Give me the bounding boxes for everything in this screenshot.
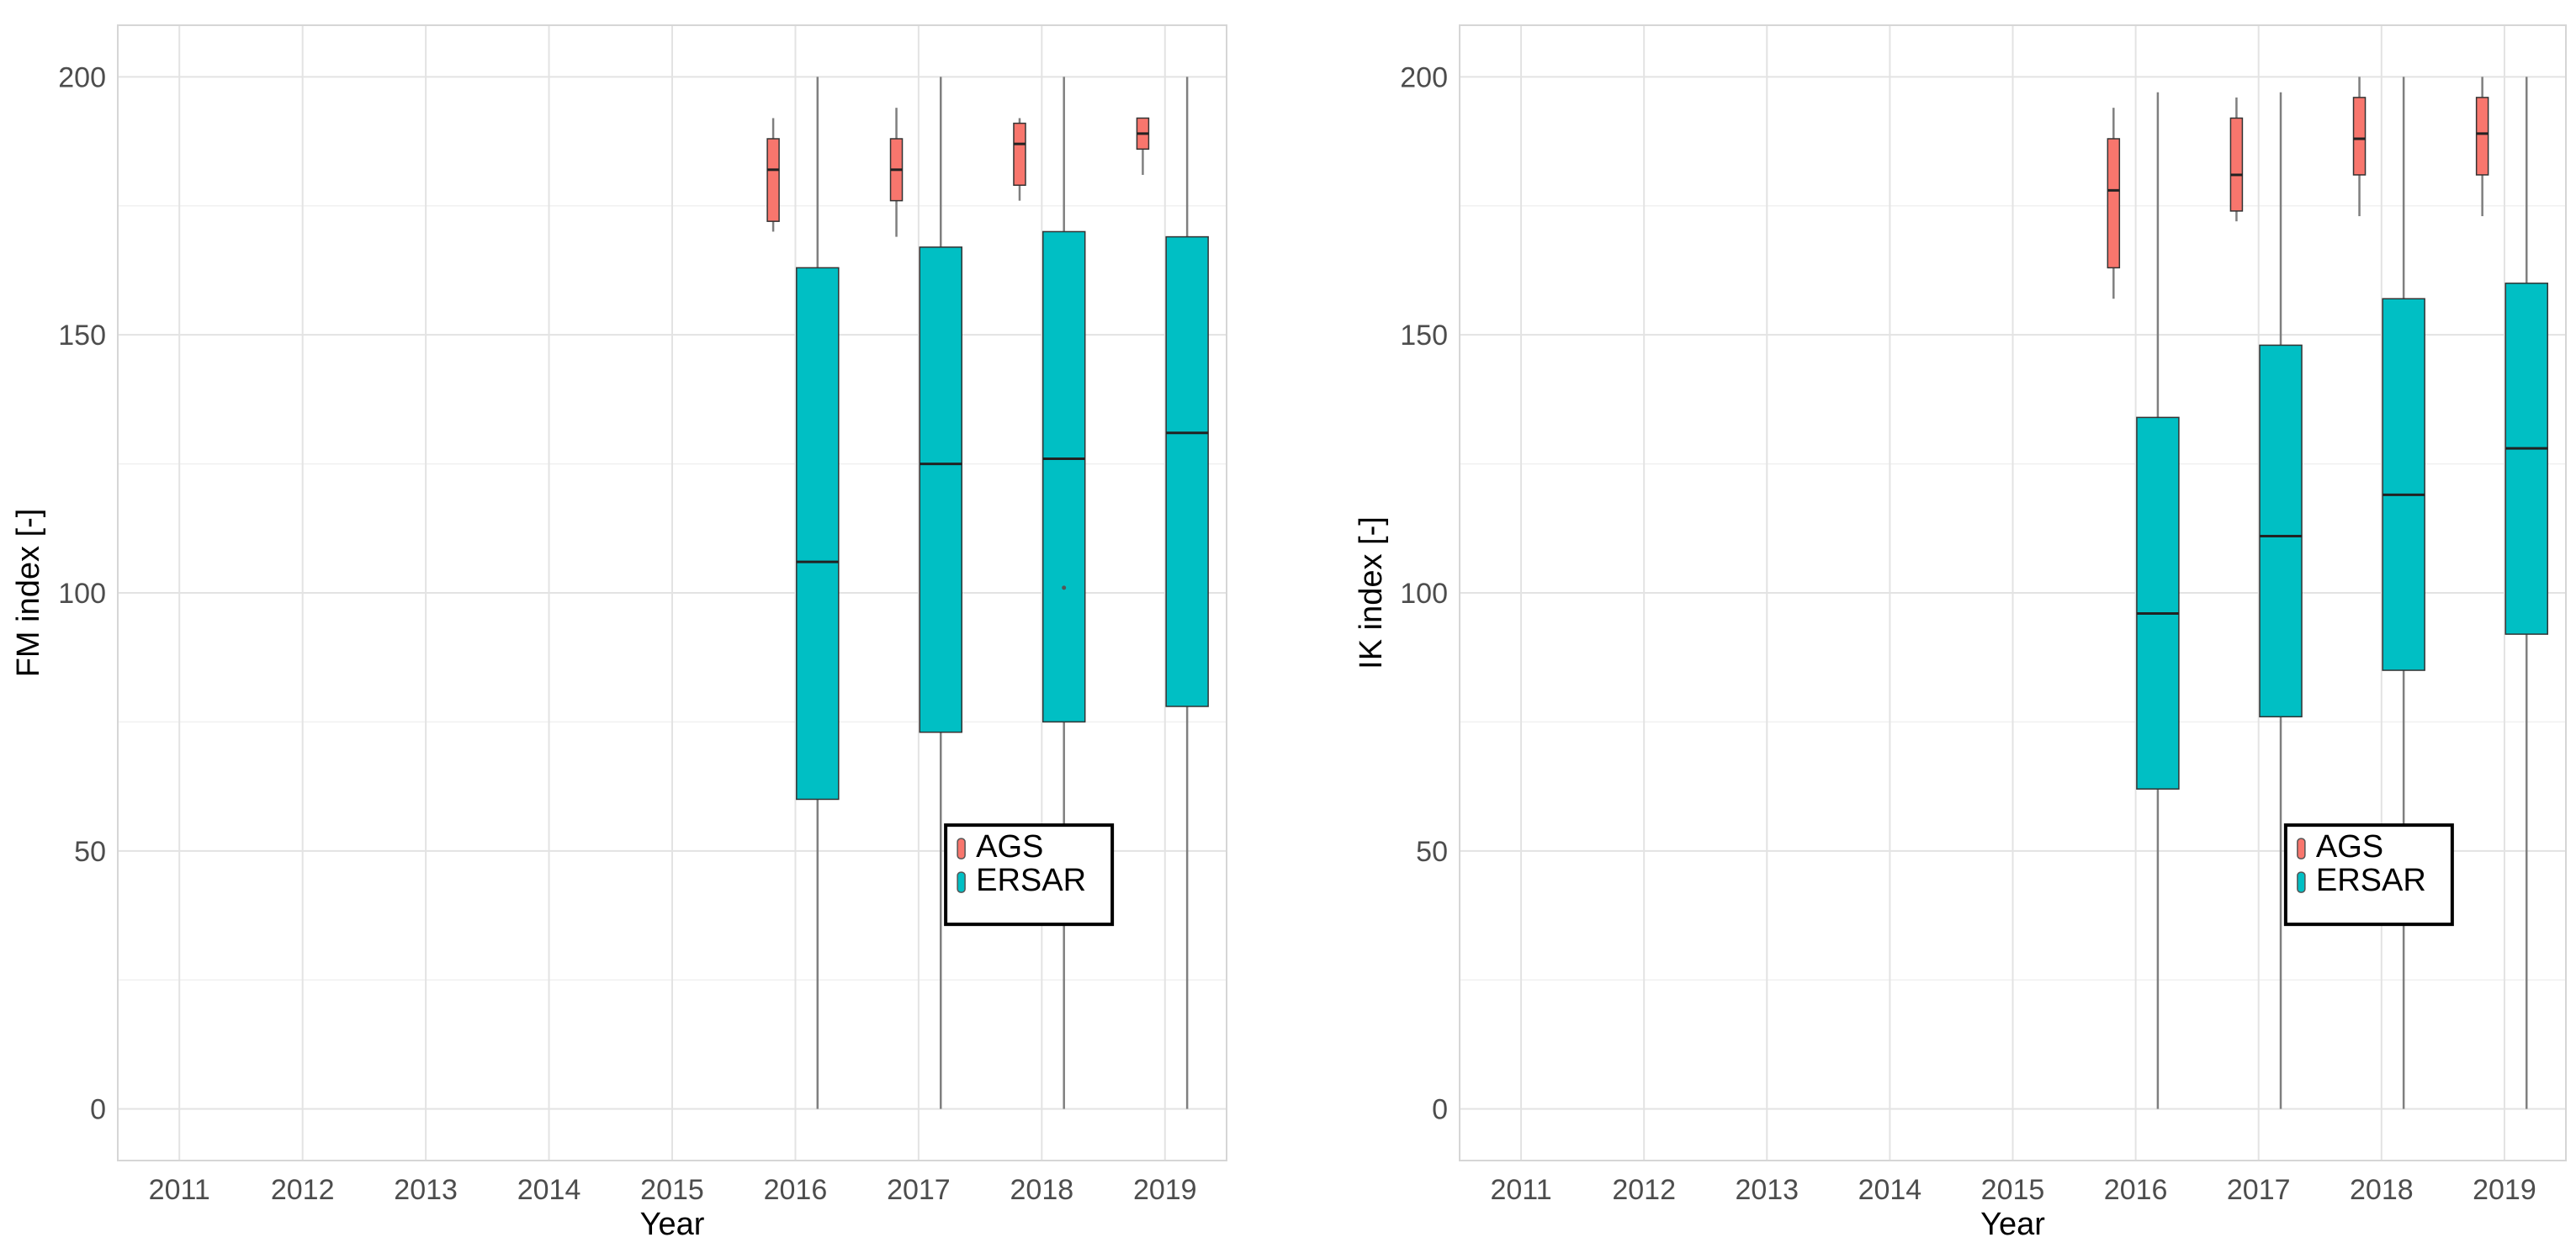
- legend-frame: [944, 823, 1115, 927]
- legend-frame: [2283, 823, 2454, 927]
- y-tick-label: 150: [1400, 320, 1448, 352]
- box: [2107, 138, 2121, 269]
- legend-key: [2297, 838, 2306, 859]
- x-tick-label: 2017: [887, 1174, 951, 1206]
- y-tick-label: 50: [1416, 836, 1448, 868]
- series-ersar: [796, 77, 1209, 1109]
- y-tick-label: 50: [74, 836, 106, 868]
- legend-key: [957, 871, 966, 893]
- y-tick-label: 100: [1400, 578, 1448, 610]
- outlier-point: [1062, 585, 1067, 590]
- panel-border: [1459, 24, 2567, 1161]
- box: [796, 267, 840, 801]
- box: [919, 246, 962, 733]
- fm-index-chart: 0 50 100 150 200 2011 2012 2013 2014 2015 2016 2017…: [11, 24, 1227, 1242]
- x-tick-label: 2019: [1133, 1174, 1197, 1206]
- legend-label: AGS: [976, 829, 1043, 865]
- x-tick-label: 2016: [2104, 1174, 2168, 1206]
- x-tick-label: 2016: [764, 1174, 828, 1206]
- x-tick-label: 2014: [1858, 1174, 1922, 1206]
- legend-label: ERSAR: [976, 863, 1086, 898]
- x-tick-label: 2017: [2227, 1174, 2291, 1206]
- x-tick-label: 2012: [1612, 1174, 1676, 1206]
- y-tick-label: 0: [90, 1094, 106, 1126]
- box: [766, 138, 780, 222]
- series-ags: [766, 108, 1150, 237]
- legend-key: [2297, 871, 2306, 893]
- grid: [118, 25, 1227, 1161]
- legend-label: ERSAR: [2316, 863, 2426, 898]
- box: [2259, 344, 2303, 718]
- x-tick-label: 2011: [149, 1174, 210, 1206]
- x-tick-label: 2013: [394, 1174, 458, 1206]
- y-tick-label: 0: [1432, 1094, 1448, 1126]
- y-tick-label: 100: [58, 578, 106, 610]
- x-tick-label: 2013: [1735, 1174, 1799, 1206]
- box: [1165, 235, 1209, 707]
- y-tick-label: 200: [1400, 61, 1448, 93]
- x-tick-label: 2019: [2473, 1174, 2536, 1206]
- x-axis-title: Year: [1980, 1207, 2045, 1242]
- panel-border: [117, 24, 1227, 1161]
- x-tick-label: 2015: [1981, 1174, 2045, 1206]
- box: [2475, 97, 2489, 176]
- y-axis-title: FM index [-]: [11, 509, 46, 678]
- box: [1013, 122, 1026, 186]
- box: [2504, 283, 2548, 635]
- series-ags: [2107, 77, 2489, 299]
- legend-label: AGS: [2316, 829, 2383, 865]
- grid: [1460, 25, 2566, 1161]
- x-tick-label: 2018: [2350, 1174, 2414, 1206]
- x-tick-label: 2014: [517, 1174, 581, 1206]
- box: [2229, 117, 2244, 212]
- legend-key: [957, 838, 966, 859]
- x-axis-title: Year: [640, 1207, 705, 1242]
- box: [1042, 230, 1086, 723]
- box: [2136, 416, 2180, 790]
- box: [2352, 97, 2367, 176]
- box: [2382, 298, 2425, 671]
- y-tick-label: 200: [58, 61, 106, 93]
- x-tick-label: 2012: [271, 1174, 335, 1206]
- x-tick-label: 2018: [1010, 1174, 1074, 1206]
- ik-index-chart: 0 50 100 150 200 2011 2012 2013 2014 2015 2016 2017…: [1354, 24, 2567, 1242]
- x-tick-label: 2015: [640, 1174, 704, 1206]
- y-axis-title: IK index [-]: [1354, 516, 1389, 669]
- x-tick-label: 2011: [1490, 1174, 1551, 1206]
- y-tick-label: 150: [58, 320, 106, 352]
